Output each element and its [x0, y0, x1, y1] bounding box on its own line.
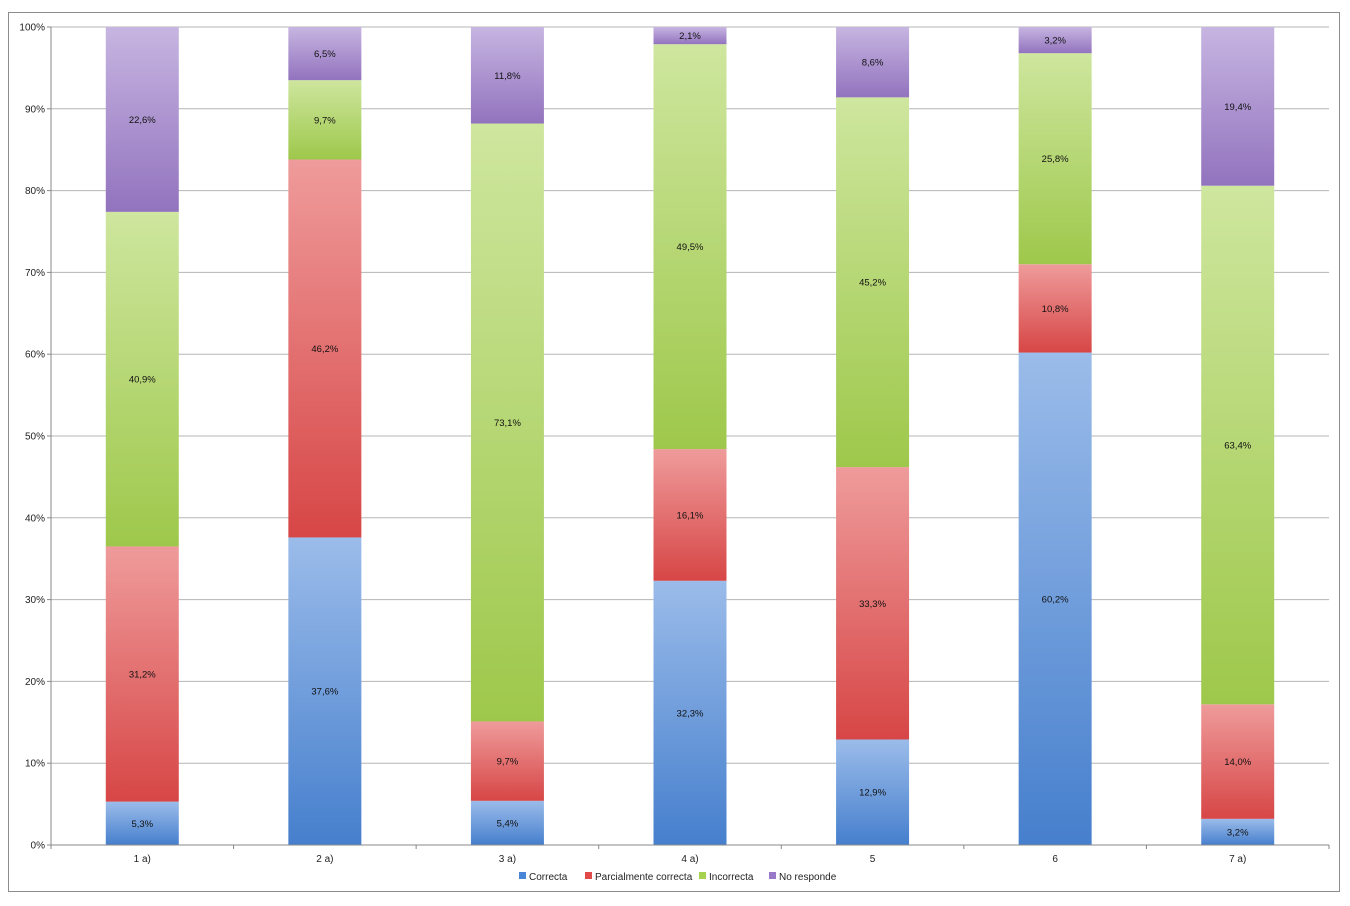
data-label: 31,2% [129, 670, 156, 681]
legend-label: Correcta [529, 872, 568, 883]
legend-swatch [519, 872, 526, 879]
data-label: 22,6% [129, 115, 156, 126]
bar-segment-no-responde [470, 27, 544, 124]
y-tick-label: 50% [25, 432, 45, 443]
legend-item: No responde [769, 872, 837, 883]
y-tick-label: 10% [25, 759, 45, 770]
data-label: 33,3% [859, 599, 886, 610]
x-tick-label: 5 [870, 854, 876, 865]
legend-swatch [699, 872, 706, 879]
bar-segment-no-responde [1201, 27, 1275, 186]
data-label: 19,4% [1224, 102, 1251, 113]
chart-frame: 5,3% 31,2% 40,9% 22,6% 37,6% 46,2% 9,7% 6,5% 5,4… [8, 12, 1340, 892]
data-label: 5,3% [131, 819, 153, 830]
bar-segment-incorrecta [653, 44, 727, 450]
data-label: 32,3% [677, 708, 704, 719]
legend-item: Parcialmente correcta [585, 872, 693, 883]
bar-segment-correcta [288, 537, 362, 845]
bar-segment-no-responde [1018, 27, 1092, 54]
bar-segment-correcta [105, 801, 179, 845]
bar-segment-incorrecta [105, 211, 179, 547]
data-label: 9,7% [497, 757, 519, 768]
data-label: 3,2% [1227, 827, 1249, 838]
bar-segment-incorrecta [836, 97, 910, 468]
legend-swatch [769, 872, 776, 879]
y-tick-label: 80% [25, 186, 45, 197]
y-tick-label: 30% [25, 595, 45, 606]
bar-segment-no-responde [288, 27, 362, 81]
bar-segment-no-responde [105, 27, 179, 212]
stacked-bar-chart: 5,3% 31,2% 40,9% 22,6% 37,6% 46,2% 9,7% 6,5% 5,4… [19, 23, 1330, 883]
bar-segment-incorrecta [288, 80, 362, 160]
bar-segment-incorrecta [1018, 53, 1092, 265]
bar-segment-correcta [653, 580, 727, 845]
data-label: 25,8% [1042, 154, 1069, 165]
bar-segment-correcta [1018, 352, 1092, 845]
data-label: 11,8% [494, 71, 521, 82]
data-label: 73,1% [494, 418, 521, 429]
data-label: 14,0% [1224, 757, 1251, 768]
x-tick-label: 4 a) [681, 854, 698, 865]
bar-segment-incorrecta [470, 123, 544, 722]
y-tick-label: 60% [25, 350, 45, 361]
bar-segment-parcialmente-correcta [105, 546, 179, 802]
bar-segment-no-responde [653, 27, 727, 45]
data-label: 60,2% [1042, 594, 1069, 605]
legend-label: No responde [779, 872, 837, 883]
bar-segment-parcialmente-correcta [653, 449, 727, 581]
data-label: 9,7% [314, 115, 336, 126]
x-tick-label: 6 [1052, 854, 1058, 865]
bar-segment-parcialmente-correcta [288, 159, 362, 538]
data-label: 5,4% [497, 818, 519, 829]
data-label: 40,9% [129, 375, 156, 386]
y-tick-label: 70% [25, 268, 45, 279]
data-label: 8,6% [862, 58, 884, 69]
bar-segment-parcialmente-correcta [1201, 704, 1275, 819]
x-tick-label: 7 a) [1229, 854, 1246, 865]
data-label: 10,8% [1042, 304, 1069, 315]
x-tick-label: 1 a) [134, 854, 151, 865]
data-label: 6,5% [314, 49, 336, 60]
data-label: 46,2% [311, 344, 338, 355]
y-tick-label: 20% [25, 677, 45, 688]
legend-item: Correcta [519, 872, 568, 883]
legend-label: Incorrecta [709, 872, 754, 883]
x-tick-label: 3 a) [499, 854, 516, 865]
legend-label: Parcialmente correcta [595, 872, 693, 883]
data-label: 12,9% [859, 788, 886, 799]
data-label: 37,6% [311, 687, 338, 698]
bar-segment-correcta [1201, 818, 1275, 845]
bar-segment-incorrecta [1201, 185, 1275, 705]
data-label: 49,5% [677, 242, 704, 253]
bar-segment-parcialmente-correcta [1018, 264, 1092, 353]
y-tick-label: 90% [25, 104, 45, 115]
data-label: 3,2% [1044, 36, 1066, 47]
legend-swatch [585, 872, 592, 879]
y-tick-label: 100% [19, 23, 45, 34]
data-label: 2,1% [679, 31, 701, 42]
y-tick-label: 0% [31, 841, 46, 852]
x-tick-label: 2 a) [316, 854, 333, 865]
bar-segment-parcialmente-correcta [836, 467, 910, 740]
bar-segment-no-responde [836, 27, 910, 98]
bar-segment-parcialmente-correcta [470, 721, 544, 801]
bar-segment-correcta [836, 739, 910, 845]
data-label: 63,4% [1224, 440, 1251, 451]
legend-item: Incorrecta [699, 872, 754, 883]
y-tick-label: 40% [25, 513, 45, 524]
bar-segment-correcta [470, 800, 544, 845]
data-label: 45,2% [859, 278, 886, 289]
data-label: 16,1% [677, 510, 704, 521]
